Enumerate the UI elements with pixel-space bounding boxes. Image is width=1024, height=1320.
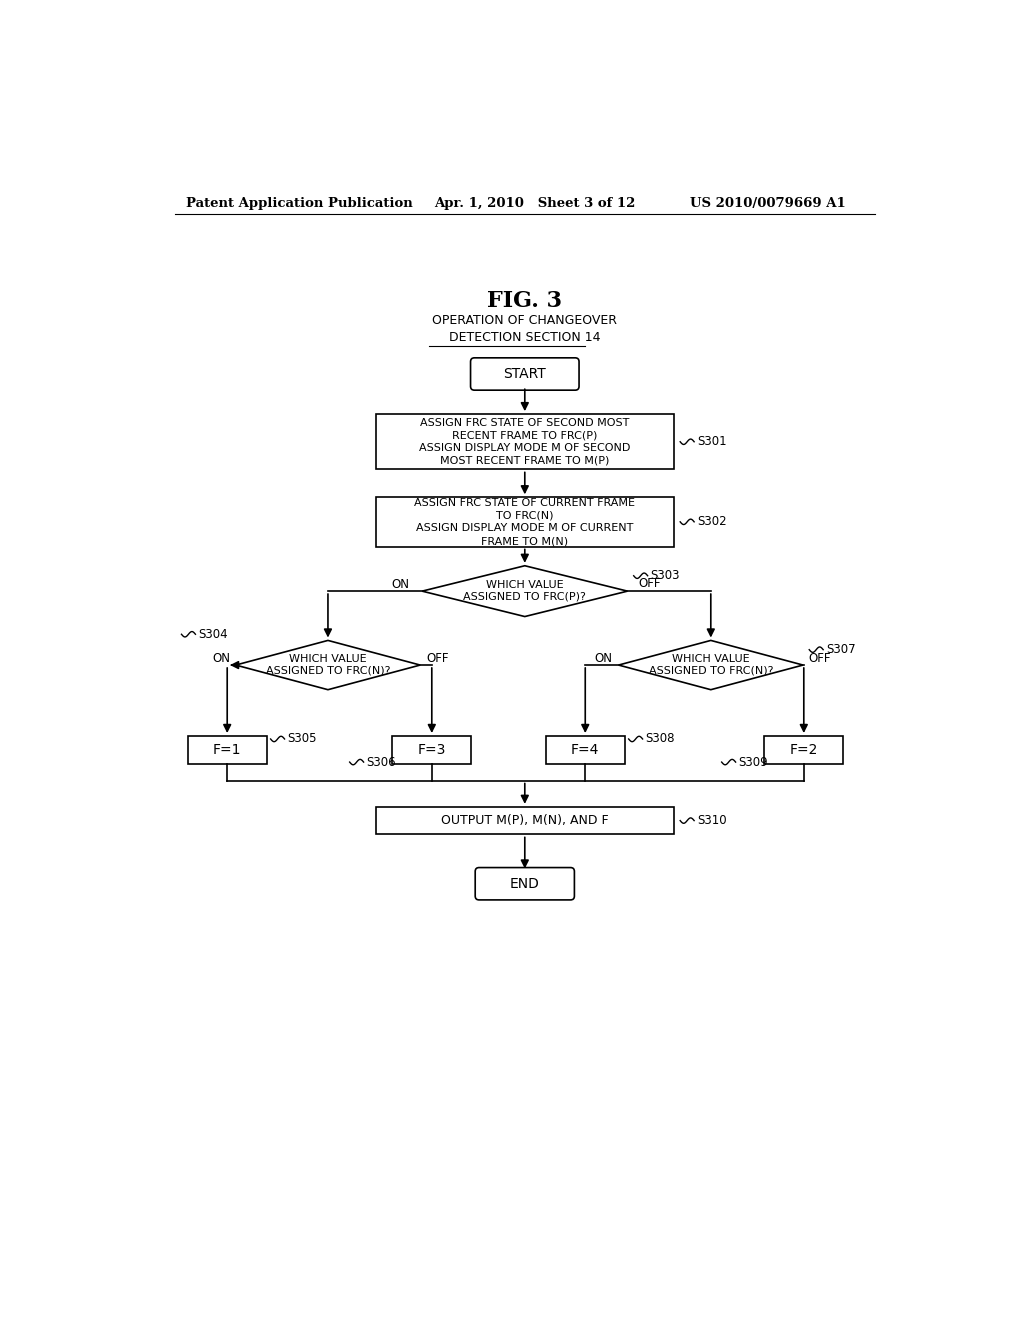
Polygon shape (618, 640, 803, 689)
Text: ASSIGN FRC STATE OF CURRENT FRAME
TO FRC(N)
ASSIGN DISPLAY MODE M OF CURRENT
FRA: ASSIGN FRC STATE OF CURRENT FRAME TO FRC… (415, 498, 635, 546)
Text: S307: S307 (826, 643, 856, 656)
Text: OUTPUT M(P), M(N), AND F: OUTPUT M(P), M(N), AND F (441, 814, 608, 828)
Polygon shape (236, 640, 420, 689)
Text: WHICH VALUE
ASSIGNED TO FRC(N)?: WHICH VALUE ASSIGNED TO FRC(N)? (648, 655, 773, 676)
Text: OFF: OFF (809, 652, 831, 665)
Text: S310: S310 (697, 814, 727, 828)
Bar (546, 737, 625, 763)
Bar (376, 496, 674, 546)
Bar (764, 737, 844, 763)
Text: START: START (504, 367, 546, 381)
Text: OPERATION OF CHANGEOVER
DETECTION SECTION 14: OPERATION OF CHANGEOVER DETECTION SECTIO… (432, 314, 617, 345)
Text: S302: S302 (697, 515, 727, 528)
Text: Patent Application Publication: Patent Application Publication (186, 197, 413, 210)
Text: F=1: F=1 (213, 743, 242, 756)
Text: OFF: OFF (638, 577, 660, 590)
Text: ON: ON (594, 652, 612, 665)
Text: S304: S304 (199, 628, 228, 640)
Text: F=2: F=2 (790, 743, 818, 756)
Text: US 2010/0079669 A1: US 2010/0079669 A1 (690, 197, 846, 210)
Text: ON: ON (391, 578, 410, 591)
Bar (392, 737, 471, 763)
Polygon shape (422, 566, 628, 616)
Text: Apr. 1, 2010   Sheet 3 of 12: Apr. 1, 2010 Sheet 3 of 12 (434, 197, 636, 210)
Text: FIG. 3: FIG. 3 (487, 290, 562, 312)
FancyBboxPatch shape (471, 358, 579, 391)
Text: F=3: F=3 (418, 743, 446, 756)
Text: S305: S305 (288, 733, 317, 746)
Text: S306: S306 (367, 755, 396, 768)
Text: S301: S301 (697, 436, 727, 449)
Bar (187, 737, 266, 763)
Text: OFF: OFF (426, 652, 449, 665)
Bar (376, 807, 674, 834)
Text: F=4: F=4 (571, 743, 599, 756)
Text: S308: S308 (646, 733, 675, 746)
Bar (376, 414, 674, 470)
Text: S303: S303 (650, 569, 680, 582)
Text: ASSIGN FRC STATE OF SECOND MOST
RECENT FRAME TO FRC(P)
ASSIGN DISPLAY MODE M OF : ASSIGN FRC STATE OF SECOND MOST RECENT F… (419, 417, 631, 466)
Text: S309: S309 (738, 755, 768, 768)
Text: ON: ON (213, 652, 230, 665)
Text: WHICH VALUE
ASSIGNED TO FRC(P)?: WHICH VALUE ASSIGNED TO FRC(P)? (464, 581, 586, 602)
FancyBboxPatch shape (475, 867, 574, 900)
Text: WHICH VALUE
ASSIGNED TO FRC(N)?: WHICH VALUE ASSIGNED TO FRC(N)? (265, 655, 390, 676)
Text: END: END (510, 876, 540, 891)
